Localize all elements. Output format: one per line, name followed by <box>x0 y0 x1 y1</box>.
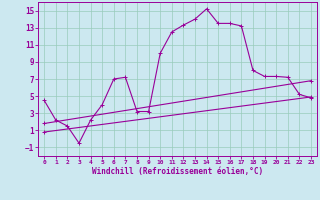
X-axis label: Windchill (Refroidissement éolien,°C): Windchill (Refroidissement éolien,°C) <box>92 167 263 176</box>
